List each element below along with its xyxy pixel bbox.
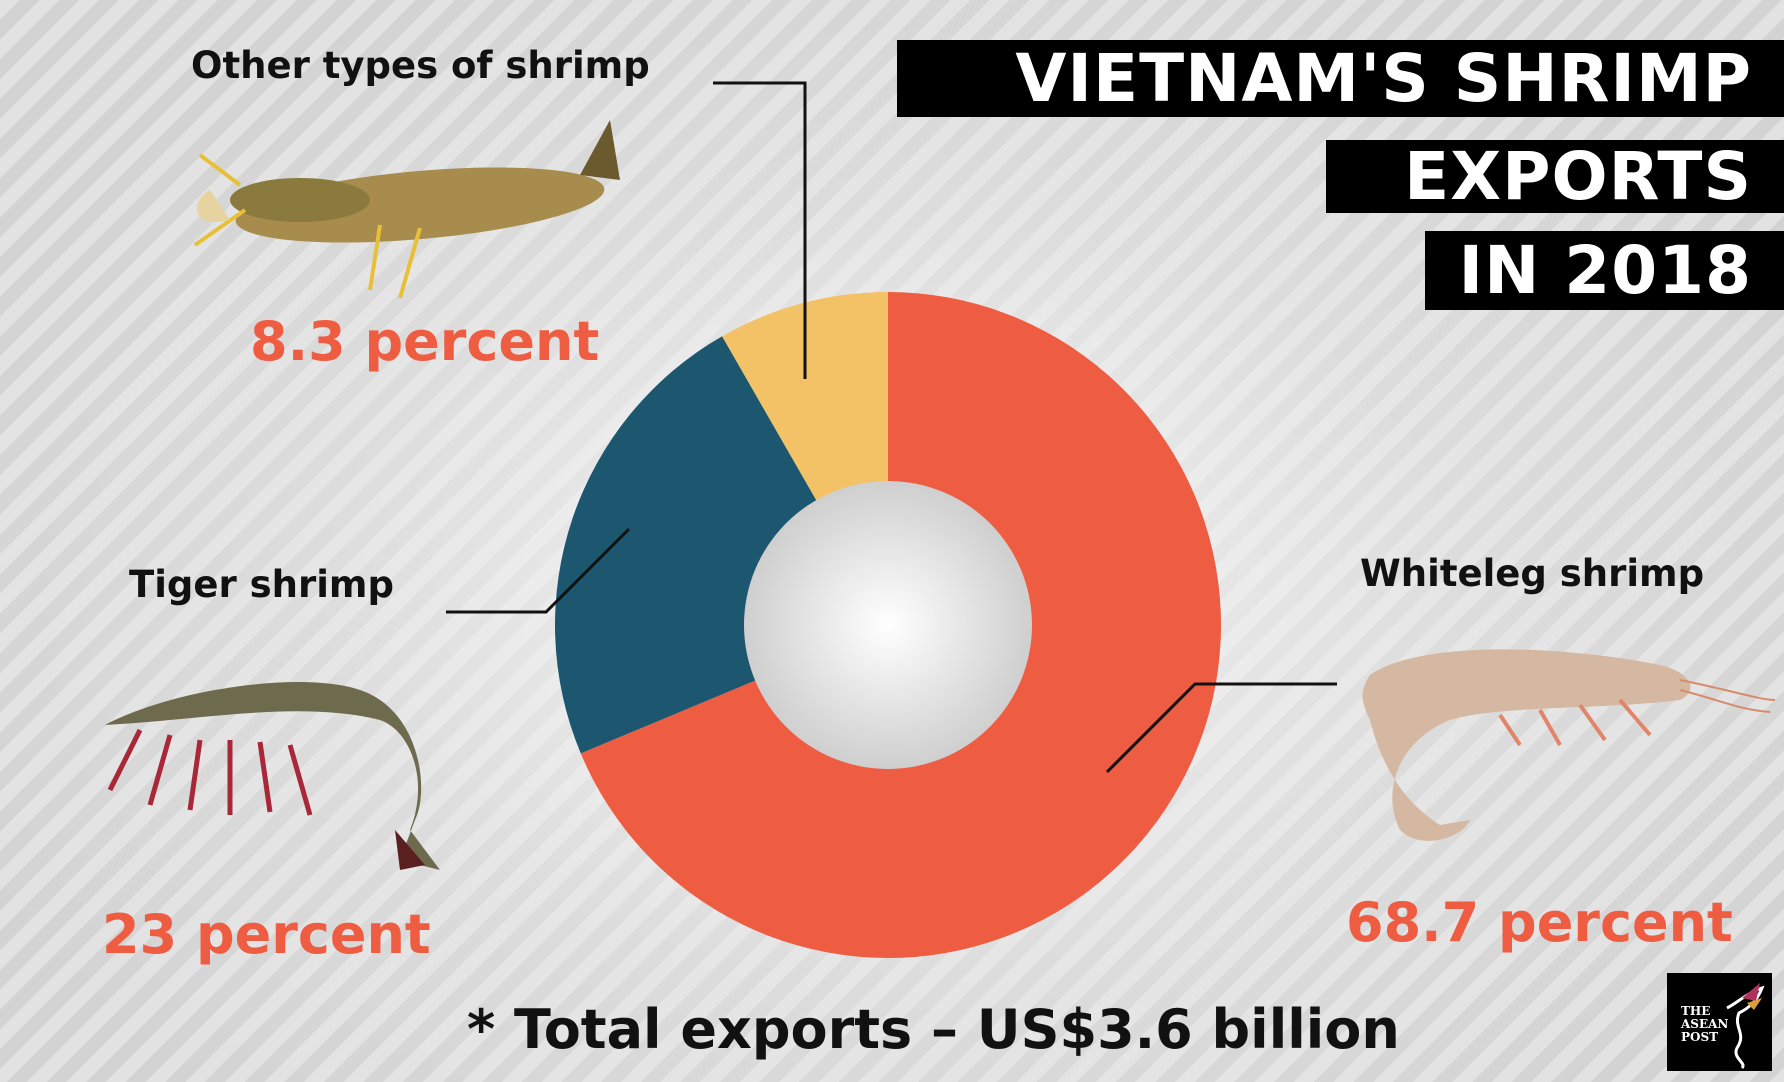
donut-hole bbox=[744, 481, 1032, 769]
pct-tiger: 23 percent bbox=[102, 903, 431, 966]
pct-other: 8.3 percent bbox=[250, 310, 600, 373]
title-text-2: EXPORTS bbox=[1404, 137, 1752, 215]
label-tiger: Tiger shrimp bbox=[129, 563, 394, 606]
mantis-shrimp-image bbox=[193, 120, 620, 299]
leader-line-other bbox=[713, 81, 807, 379]
label-other: Other types of shrimp bbox=[191, 44, 650, 87]
title-text-3: IN 2018 bbox=[1458, 231, 1752, 309]
title-line-2: EXPORTS bbox=[1326, 140, 1784, 213]
asean-post-logo: THE ASEAN POST bbox=[1667, 973, 1772, 1071]
title-line-1: VIETNAM'S SHRIMP bbox=[897, 40, 1784, 117]
logo-text: THE ASEAN POST bbox=[1681, 1004, 1729, 1044]
label-whiteleg: Whiteleg shrimp bbox=[1360, 552, 1705, 595]
title-line-3: IN 2018 bbox=[1425, 231, 1784, 310]
whiteleg-shrimp-image bbox=[1362, 649, 1776, 841]
pct-whiteleg: 68.7 percent bbox=[1346, 891, 1733, 954]
title-text-1: VIETNAM'S SHRIMP bbox=[1015, 39, 1752, 117]
leader-line-tiger bbox=[446, 527, 631, 614]
leader-line-whiteleg bbox=[1105, 682, 1337, 774]
hummingbird-icon bbox=[1726, 983, 1765, 1070]
total-exports-footnote: * Total exports – US$3.6 billion bbox=[467, 998, 1400, 1061]
tiger-shrimp-image bbox=[105, 682, 440, 870]
